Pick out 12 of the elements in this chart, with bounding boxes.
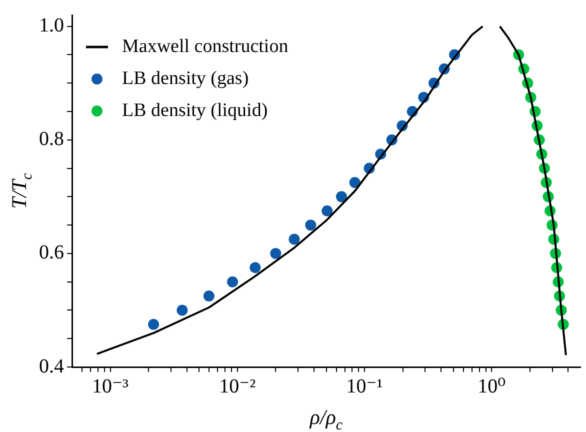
legend-label: Maxwell construction [122,36,289,57]
y-tick-label: 0.4 [39,355,64,378]
y-axis-title: T/Tc [7,172,36,209]
y-tick-label: 0.6 [39,242,64,264]
x-tick-label: 10⁻² [219,375,256,398]
x-tick-label: 10⁻¹ [346,375,383,398]
legend-label: LB density (gas) [122,68,249,89]
y-tick-label: 1.0 [39,14,64,37]
x-tick-label: 10⁻³ [92,375,129,398]
legend-label: LB density (liquid) [122,100,268,121]
y-tick-label: 0.8 [39,128,64,150]
x-tick-label: 10⁰ [478,375,506,398]
